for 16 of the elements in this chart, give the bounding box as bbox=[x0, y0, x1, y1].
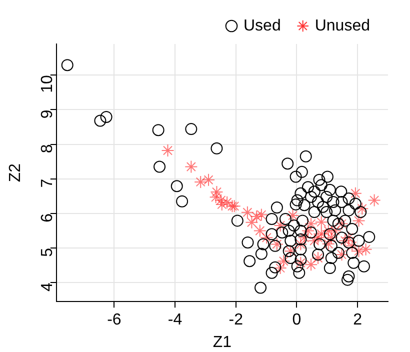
y-tick-label: 6 bbox=[38, 213, 56, 222]
y-axis-title: Z2 bbox=[7, 163, 24, 182]
y-tick-label: 7 bbox=[38, 178, 56, 188]
x-tick-label: 0 bbox=[292, 312, 302, 329]
y-tick-label: 5 bbox=[38, 248, 56, 257]
y-tick-label: 8 bbox=[38, 144, 56, 154]
legend-label: Unused bbox=[314, 17, 370, 34]
x-tick-label: 2 bbox=[353, 312, 362, 329]
y-tick-label: 9 bbox=[38, 110, 56, 119]
y-tick-label: 10 bbox=[38, 75, 56, 93]
x-axis-title: Z1 bbox=[212, 334, 232, 351]
y-tick-label: 4 bbox=[38, 282, 56, 292]
x-tick-label: -6 bbox=[107, 312, 122, 329]
x-tick-label: -4 bbox=[168, 312, 182, 329]
legend-label: Used bbox=[244, 17, 281, 34]
x-tick-label: -2 bbox=[228, 312, 244, 329]
